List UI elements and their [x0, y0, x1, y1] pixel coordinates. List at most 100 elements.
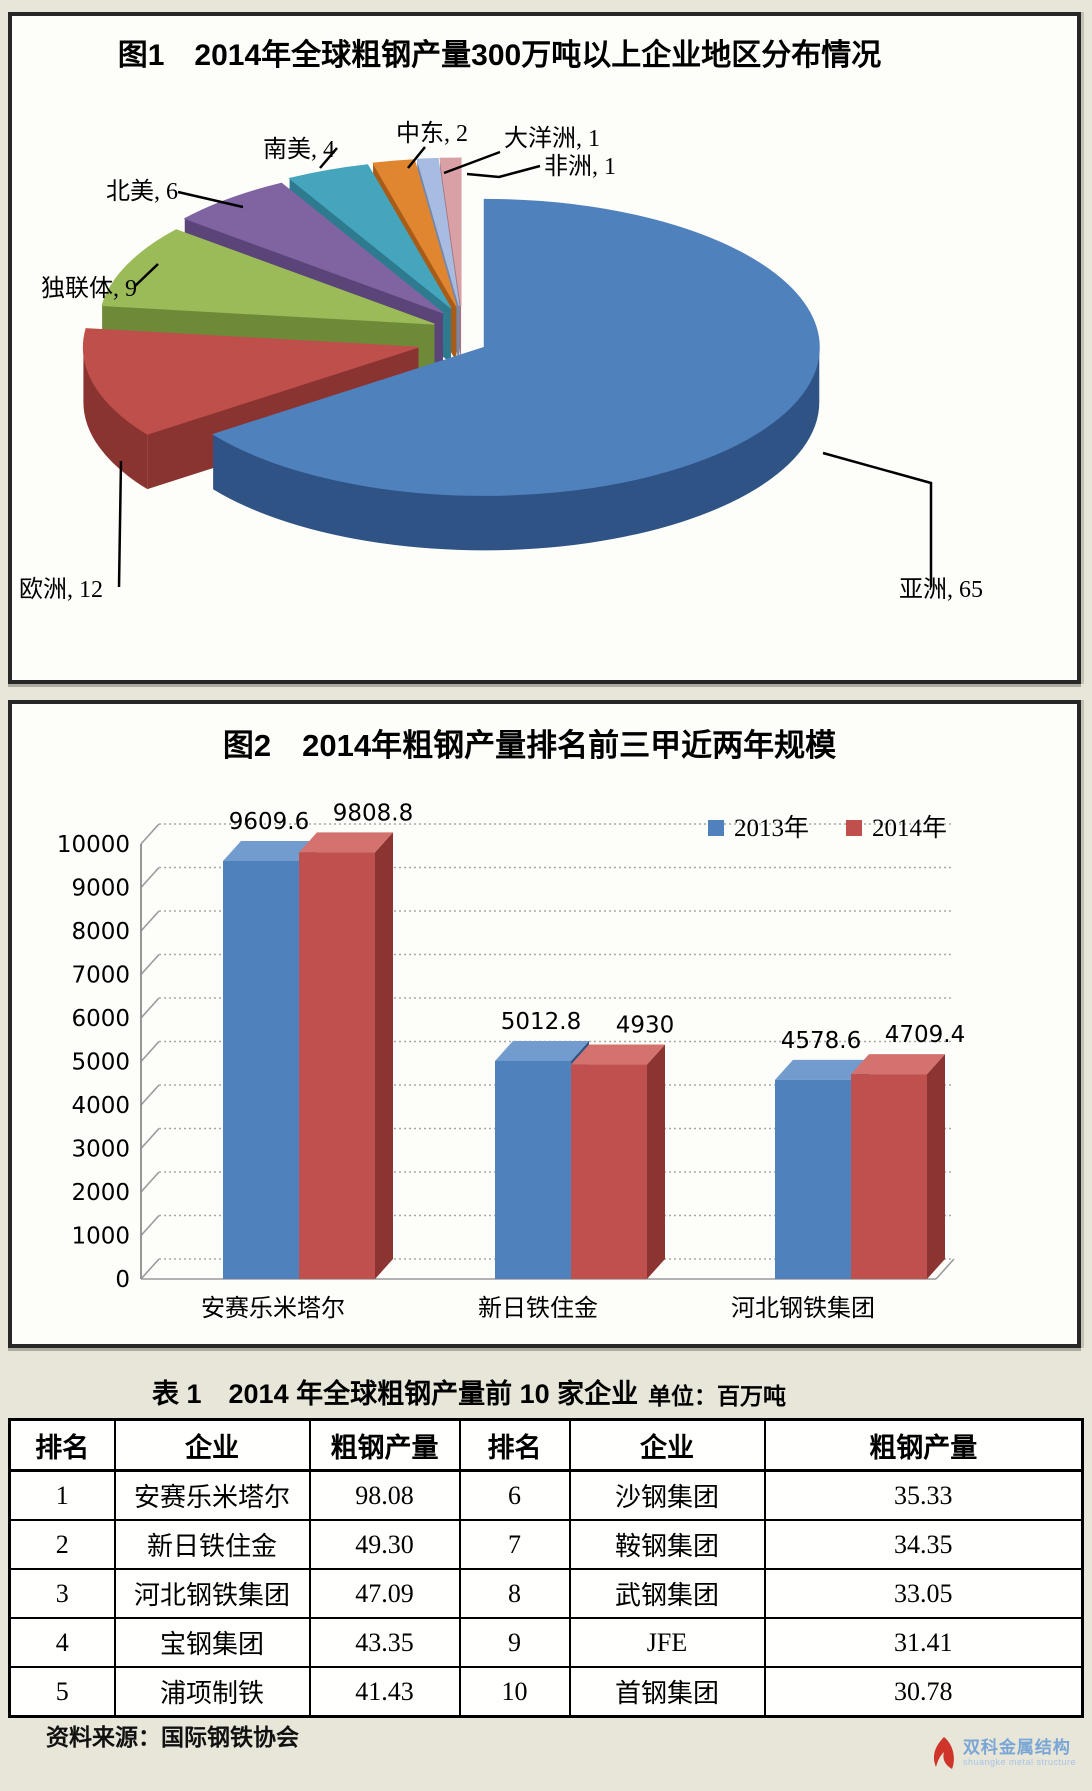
- bar-front-face: [571, 1064, 647, 1279]
- pie-slice-label: 欧洲, 12: [19, 576, 103, 603]
- pie-slice-rim: [213, 347, 820, 551]
- legend-swatch: [708, 820, 724, 836]
- figure1-title: 图1 2014年全球粗钢产量300万吨以上企业地区分布情况: [117, 39, 882, 72]
- legend-label: 2014年: [872, 814, 947, 842]
- y-axis-tick-label: 4000: [71, 1093, 130, 1119]
- table-cell: 6: [458, 1469, 571, 1521]
- table-header-cell: 企业: [568, 1418, 766, 1472]
- category-label: 安赛乐米塔尔: [201, 1295, 345, 1322]
- gridline-wall-segment: [140, 1258, 160, 1280]
- pie-slice-top: [183, 182, 444, 314]
- bar-value-label: 4709.4: [885, 1022, 965, 1048]
- table-row: 4 宝钢集团 43.35 9 JFE 31.41: [8, 1617, 1084, 1668]
- table-cell: 新日铁住金: [113, 1519, 311, 1570]
- table-cell: 10: [458, 1666, 571, 1718]
- legend-swatch: [846, 820, 862, 836]
- y-axis-tick-label: 7000: [71, 963, 130, 989]
- table-cell: 2: [8, 1519, 116, 1570]
- pie-slice-rim: [83, 347, 148, 490]
- bar-front-face: [299, 852, 375, 1279]
- table-cell: 河北钢铁集团: [113, 1568, 311, 1619]
- gridline-wall-segment: [140, 1171, 160, 1193]
- table-cell: 34.35: [763, 1519, 1084, 1570]
- pie-label-leader: [822, 451, 933, 587]
- table-unit-label: 单位：百万吨: [648, 1383, 786, 1409]
- figure2-panel: 0 1000 2000 3000 4000 5000 6000 7000 8000 9000 100…: [8, 700, 1081, 1348]
- pie-label-leader: [319, 147, 338, 169]
- table-header-cell: 排名: [8, 1418, 116, 1472]
- table-cell: 3: [8, 1568, 116, 1619]
- table-cell: 5: [8, 1666, 116, 1718]
- pie-label-leader: [177, 190, 244, 209]
- y-axis-tick-label: 6000: [71, 1006, 130, 1032]
- table-header-cell: 排名: [458, 1418, 571, 1472]
- pie-slice-top: [439, 157, 462, 307]
- table-cell: 首钢集团: [568, 1666, 766, 1718]
- table-cell: 31.41: [763, 1617, 1084, 1668]
- table-cell: 沙钢集团: [568, 1469, 766, 1521]
- table-row: 3 河北钢铁集团 47.09 8 武钢集团 33.05: [8, 1568, 1084, 1619]
- pie-slice: [212, 198, 820, 551]
- table-cell: 1: [8, 1469, 116, 1521]
- table-cell: 8: [458, 1568, 571, 1619]
- pie-slice-label: 中东, 2: [396, 120, 468, 147]
- pie-label-leader: [407, 146, 426, 169]
- table-cell: 4: [8, 1617, 116, 1668]
- table-cell: 宝钢集团: [113, 1617, 311, 1668]
- gridline-wall-segment: [140, 1084, 160, 1106]
- bar-side-face: [647, 1044, 665, 1279]
- pie-slice-label: 亚洲, 65: [899, 577, 983, 603]
- y-axis-tick-label: 2000: [71, 1180, 130, 1206]
- y-axis-tick-label: 3000: [71, 1137, 130, 1163]
- table-header-cell: 企业: [113, 1418, 311, 1472]
- gridline-wall-segment: [140, 1214, 160, 1237]
- pie-label-leader: [466, 164, 541, 179]
- bar-2014年: [571, 1044, 665, 1279]
- table-header-row: 排名 企业 粗钢产量 排名 企业 粗钢产量: [8, 1418, 1084, 1472]
- table-cell: 30.78: [763, 1666, 1084, 1718]
- bar-2013年: [223, 840, 317, 1279]
- bar-2014年: [299, 832, 393, 1279]
- bar-side-face: [375, 832, 393, 1279]
- table-cell: 47.09: [308, 1568, 461, 1619]
- table-row: 1 安赛乐米塔尔 98.08 6 沙钢集团 35.33: [8, 1469, 1084, 1521]
- bar-value-label: 9609.6: [229, 809, 309, 835]
- table-row: 5 浦项制铁 41.43 10 首钢集团 30.78: [8, 1666, 1084, 1718]
- gridline-wall-segment: [140, 866, 160, 889]
- table-cell: 9: [458, 1617, 571, 1668]
- table-cell: 33.05: [763, 1568, 1084, 1619]
- y-axis-tick-label: 9000: [71, 876, 130, 902]
- pie-slice-label: 非洲, 1: [544, 153, 616, 180]
- gridline-wall-segment: [140, 910, 160, 932]
- table-cell: 武钢集团: [568, 1568, 766, 1619]
- pie-slice-top: [82, 328, 419, 435]
- pie-slice-top: [212, 198, 820, 496]
- pie-slice-top: [288, 164, 452, 309]
- floor-right-edge: [935, 1258, 955, 1280]
- bar-value-label: 4578.6: [781, 1028, 861, 1054]
- source-note: 资料来源：国际钢铁协会: [46, 1725, 299, 1750]
- gridline-wall-segment: [140, 997, 160, 1019]
- pie-chart: 亚洲, 65 欧洲, 12 独联体, 9 北美, 6 南美, 4 中东, 2 大洋洲, 1非…: [19, 120, 983, 603]
- figure2-title: 图2 2014年粗钢产量排名前三甲近两年规模: [222, 728, 837, 763]
- bar-front-face: [223, 860, 299, 1279]
- pie-slice-label: 南美, 4: [263, 136, 335, 163]
- table-row: 2 新日铁住金 49.30 7 鞍钢集团 34.35: [8, 1519, 1084, 1570]
- table-cell: 35.33: [763, 1469, 1084, 1521]
- y-axis-tick-label: 10000: [57, 832, 130, 858]
- pie-slice-label: 北美, 6: [106, 178, 178, 205]
- bar-value-label: 5012.8: [501, 1009, 581, 1035]
- bar-top-face: [299, 832, 393, 853]
- bar-top-face: [775, 1059, 869, 1080]
- pie-slice-top: [416, 157, 460, 307]
- table-cell: 41.43: [308, 1666, 461, 1718]
- y-axis-tick-label: 8000: [71, 919, 130, 945]
- category-label: 河北钢铁集团: [731, 1295, 875, 1322]
- table-title: 表 1 2014 年全球粗钢产量前 10 家企业: [152, 1379, 639, 1409]
- top10-table: 排名 企业 粗钢产量 排名 企业 粗钢产量 1 安赛乐米塔尔 98.08 6 沙钢集团 35.33 2…: [8, 1418, 1084, 1718]
- bar-front-face: [495, 1060, 571, 1279]
- bar-value-label: 9808.8: [333, 800, 413, 826]
- y-axis-tick-label: 5000: [71, 1050, 130, 1076]
- watermark-logo-icon: [933, 1737, 954, 1769]
